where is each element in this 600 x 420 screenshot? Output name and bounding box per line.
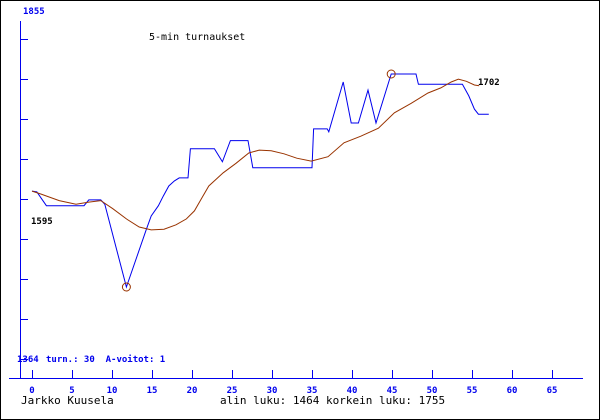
summary-text: alin luku: 1464 korkein luku: 1755: [220, 394, 446, 407]
x-tick-label: 0: [29, 386, 34, 396]
chart-title: 5-min turnaukset: [149, 32, 246, 43]
x-tick-label: 10: [107, 386, 118, 396]
x-tick-label: 30: [267, 386, 278, 396]
x-tick-label: 20: [187, 386, 198, 396]
start-rating-label: 1595: [31, 217, 53, 227]
x-tick-label: 50: [427, 386, 438, 396]
x-tick-label: 55: [467, 386, 478, 396]
final-rating-label: 1702: [478, 78, 500, 88]
player-name: Jarkko Kuusela: [21, 394, 114, 407]
y-axis-max-label: 1855: [23, 7, 45, 17]
rating-line: [31, 73, 489, 289]
x-tick-label: 60: [507, 386, 518, 396]
x-tick-label: 45: [387, 386, 398, 396]
x-tick-label: 25: [227, 386, 238, 396]
stats-text: turn.: 30 A-voitot: 1: [46, 355, 166, 365]
x-tick-label: 65: [547, 386, 558, 396]
x-tick-label: 35: [307, 386, 318, 396]
trend-line: [31, 78, 480, 231]
highest-point-marker: [386, 69, 396, 79]
x-tick-label: 40: [347, 386, 358, 396]
x-tick-label: 15: [147, 386, 158, 396]
lowest-point-marker: [121, 282, 131, 292]
x-tick-label: 5: [69, 386, 74, 396]
y-axis-min-label: 1364: [17, 355, 39, 365]
